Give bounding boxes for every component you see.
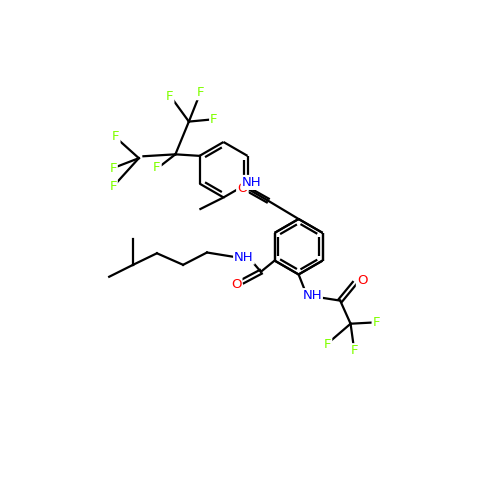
- Text: F: F: [110, 162, 117, 175]
- Text: F: F: [166, 90, 173, 103]
- Text: F: F: [324, 338, 331, 350]
- Text: F: F: [210, 113, 218, 126]
- Text: F: F: [372, 316, 380, 329]
- Text: F: F: [112, 130, 120, 143]
- Text: O: O: [357, 274, 368, 286]
- Text: F: F: [350, 344, 358, 357]
- Text: O: O: [231, 278, 241, 291]
- Text: O: O: [237, 182, 248, 194]
- Text: F: F: [196, 86, 204, 99]
- Text: NH: NH: [302, 289, 322, 302]
- Text: NH: NH: [242, 176, 262, 189]
- Text: NH: NH: [234, 250, 254, 264]
- Text: F: F: [153, 160, 160, 173]
- Text: F: F: [110, 180, 117, 193]
